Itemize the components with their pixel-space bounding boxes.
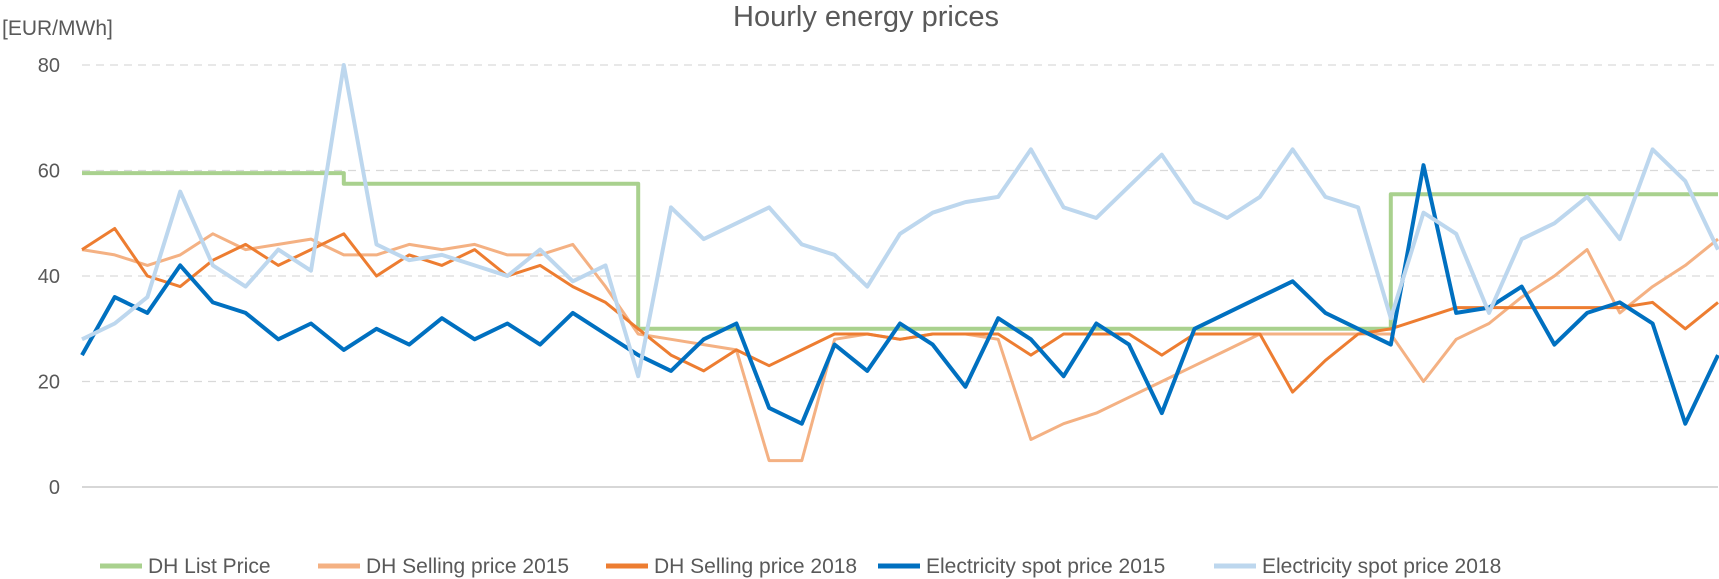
series-line-4 bbox=[80, 163, 1719, 426]
series-line-1 bbox=[82, 171, 1718, 331]
y-tick-label: 20 bbox=[38, 372, 60, 394]
legend-label: DH Selling price 2018 bbox=[654, 555, 857, 578]
y-tick-labels: 0 20 40 60 80 bbox=[38, 55, 60, 499]
y-tick-label: 40 bbox=[38, 266, 60, 288]
series-line-5 bbox=[81, 63, 1719, 379]
legend-label: DH List Price bbox=[148, 555, 271, 578]
series-lines bbox=[80, 63, 1719, 463]
y-tick-label: 80 bbox=[38, 55, 60, 77]
series-line-3 bbox=[81, 227, 1719, 394]
y-tick-label: 60 bbox=[38, 161, 60, 183]
y-tick-label: 0 bbox=[49, 477, 60, 499]
legend-label: Electricity spot price 2018 bbox=[1262, 555, 1501, 578]
gridlines bbox=[82, 64, 1718, 488]
legend: DH List Price DH Selling price 2015 DH Sel… bbox=[100, 555, 1501, 578]
chart-title: Hourly energy prices bbox=[733, 1, 999, 33]
legend-label: DH Selling price 2015 bbox=[366, 555, 569, 578]
series-line-2 bbox=[81, 232, 1719, 463]
y-axis-label: [EUR/MWh] bbox=[2, 17, 113, 40]
legend-label: Electricity spot price 2015 bbox=[926, 555, 1165, 578]
